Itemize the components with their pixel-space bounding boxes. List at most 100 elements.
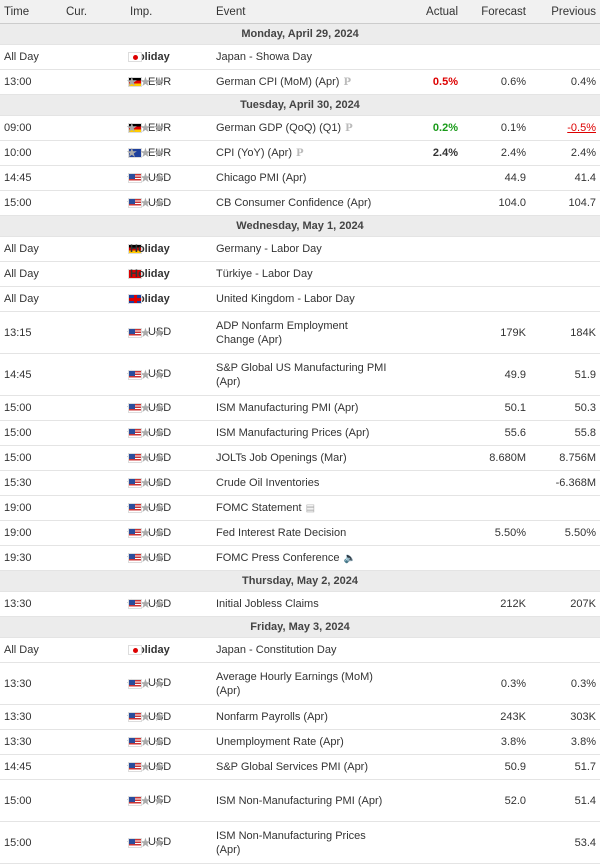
table-row[interactable]: All Day Holiday Türkiye - Labor Day	[0, 261, 600, 287]
day-header-row: Thursday, May 2, 2024	[0, 570, 600, 592]
table-row[interactable]: 19:30 USD ★★★ FOMC Press Conference 🔈	[0, 545, 600, 571]
table-row[interactable]: 15:30 USD ★★★ Crude Oil Inventories -6.3…	[0, 470, 600, 496]
event-cell[interactable]: Unemployment Rate (Apr)	[212, 729, 392, 755]
event-cell[interactable]: Japan - Constitution Day	[212, 637, 392, 663]
event-cell[interactable]: FOMC Press Conference 🔈	[212, 545, 392, 571]
time-cell: 15:30	[0, 470, 62, 496]
event-cell[interactable]: Average Hourly Earnings (MoM) (Apr)	[212, 662, 392, 705]
table-row[interactable]: All Day Holiday Germany - Labor Day	[0, 236, 600, 262]
day-label: Tuesday, April 30, 2024	[0, 94, 600, 116]
actual-cell: 0.5%	[392, 69, 462, 95]
event-cell[interactable]: JOLTs Job Openings (Mar)	[212, 445, 392, 471]
actual-cell	[392, 353, 462, 396]
col-event[interactable]: Event	[212, 0, 392, 24]
time-cell: 19:00	[0, 495, 62, 521]
importance-stars: ★★★	[126, 69, 212, 95]
currency-cell: USD	[62, 520, 171, 546]
event-cell[interactable]: Germany - Labor Day	[212, 236, 392, 262]
us-flag-icon	[128, 369, 142, 380]
us-flag-icon	[128, 478, 142, 489]
currency-cell: USD	[62, 662, 171, 705]
table-row[interactable]: 10:00 EUR ★★★ CPI (YoY) (Apr) P 2.4% 2.4%…	[0, 140, 600, 166]
previous-cell	[530, 495, 600, 521]
table-row[interactable]: 13:30 USD ★★★ Average Hourly Earnings (M…	[0, 662, 600, 705]
event-cell[interactable]: S&P Global Services PMI (Apr)	[212, 754, 392, 780]
col-actual[interactable]: Actual	[392, 0, 462, 24]
table-row[interactable]: All Day Holiday Japan - Constitution Day	[0, 637, 600, 663]
table-row[interactable]: 15:00 USD ★★★ ISM Non-Manufacturing Pric…	[0, 821, 600, 864]
table-row[interactable]: 19:00 USD ★★★ FOMC Statement ▤	[0, 495, 600, 521]
table-row[interactable]: 15:00 USD ★★★ ISM Non-Manufacturing PMI …	[0, 779, 600, 822]
forecast-cell	[462, 637, 530, 663]
event-cell[interactable]: ADP Nonfarm Employment Change (Apr)	[212, 311, 392, 354]
event-cell[interactable]: ISM Non-Manufacturing PMI (Apr)	[212, 779, 392, 822]
table-row[interactable]: All Day Holiday United Kingdom - Labor D…	[0, 286, 600, 312]
forecast-cell: 3.8%	[462, 729, 530, 755]
table-row[interactable]: 13:30 USD ★★★ Unemployment Rate (Apr) 3.…	[0, 729, 600, 755]
table-row[interactable]: All Day Holiday Japan - Showa Day	[0, 44, 600, 70]
event-cell[interactable]: ISM Non-Manufacturing Prices (Apr)	[212, 821, 392, 864]
forecast-cell: 0.3%	[462, 662, 530, 705]
event-cell[interactable]: Initial Jobless Claims	[212, 591, 392, 617]
time-cell: All Day	[0, 261, 62, 287]
previous-cell: 55.8	[530, 420, 600, 446]
table-row[interactable]: 15:00 USD ★★★ CB Consumer Confidence (Ap…	[0, 190, 600, 216]
event-cell[interactable]: German GDP (QoQ) (Q1) P	[212, 115, 392, 141]
table-row[interactable]: 13:15 USD ★★★ ADP Nonfarm Employment Cha…	[0, 311, 600, 354]
us-flag-icon	[128, 837, 142, 848]
event-cell[interactable]: Nonfarm Payrolls (Apr)	[212, 704, 392, 730]
table-row[interactable]: 15:00 USD ★★★ JOLTs Job Openings (Mar) 8…	[0, 445, 600, 471]
event-cell[interactable]: S&P Global US Manufacturing PMI (Apr)	[212, 353, 392, 396]
event-cell[interactable]: Fed Interest Rate Decision	[212, 520, 392, 546]
previous-cell: 104.7	[530, 190, 600, 216]
table-row[interactable]: 09:00 EUR ★★★ German GDP (QoQ) (Q1) P 0.2…	[0, 115, 600, 141]
table-row[interactable]: 14:45 USD ★★★ Chicago PMI (Apr) 44.9 41.…	[0, 165, 600, 191]
event-cell[interactable]: CB Consumer Confidence (Apr)	[212, 190, 392, 216]
forecast-cell: 55.6	[462, 420, 530, 446]
preliminary-icon: P	[296, 147, 304, 159]
table-row[interactable]: 15:00 USD ★★★ ISM Manufacturing PMI (Apr…	[0, 395, 600, 421]
table-row[interactable]: 15:00 USD ★★★ ISM Manufacturing Prices (…	[0, 420, 600, 446]
document-icon[interactable]: ▤	[305, 502, 316, 514]
currency-cell: USD	[62, 495, 171, 521]
previous-cell: 50.3	[530, 395, 600, 421]
col-currency[interactable]: Cur.	[62, 0, 126, 24]
event-cell[interactable]: Türkiye - Labor Day	[212, 261, 392, 287]
col-time[interactable]: Time	[0, 0, 62, 24]
time-cell: 14:45	[0, 165, 62, 191]
previous-cell: 53.4	[530, 821, 600, 864]
previous-cell: 303K	[530, 704, 600, 730]
previous-cell	[530, 637, 600, 663]
event-cell[interactable]: German CPI (MoM) (Apr) P	[212, 69, 392, 95]
speaker-icon[interactable]: 🔈	[343, 552, 356, 564]
importance-stars: ★★★	[126, 140, 212, 166]
event-cell[interactable]: ISM Manufacturing PMI (Apr)	[212, 395, 392, 421]
time-cell: All Day	[0, 286, 62, 312]
event-cell[interactable]: Japan - Showa Day	[212, 44, 392, 70]
time-cell: 15:00	[0, 395, 62, 421]
event-cell[interactable]: United Kingdom - Labor Day	[212, 286, 392, 312]
table-header-row: Time Cur. Imp. Event Actual Forecast Pre…	[0, 0, 600, 24]
actual-cell: 2.4%	[392, 140, 462, 166]
table-row[interactable]: 14:45 USD ★★★ S&P Global US Manufacturin…	[0, 353, 600, 396]
actual-cell	[392, 44, 462, 70]
actual-cell	[392, 704, 462, 730]
table-row[interactable]: 13:00 EUR ★★★ German CPI (MoM) (Apr) P 0.…	[0, 69, 600, 95]
event-cell[interactable]: CPI (YoY) (Apr) P	[212, 140, 392, 166]
table-row[interactable]: 19:00 USD ★★★ Fed Interest Rate Decision…	[0, 520, 600, 546]
col-importance[interactable]: Imp.	[126, 0, 212, 24]
table-row[interactable]: 14:45 USD ★★★ S&P Global Services PMI (A…	[0, 754, 600, 780]
time-cell: 14:45	[0, 353, 62, 396]
event-cell[interactable]: ISM Manufacturing Prices (Apr)	[212, 420, 392, 446]
forecast-cell	[462, 470, 530, 496]
actual-cell	[392, 729, 462, 755]
col-previous[interactable]: Previous	[530, 0, 600, 24]
event-cell[interactable]: Crude Oil Inventories	[212, 470, 392, 496]
table-row[interactable]: 13:30 USD ★★★ Nonfarm Payrolls (Apr) 243…	[0, 704, 600, 730]
table-row[interactable]: 13:30 USD ★★★ Initial Jobless Claims 212…	[0, 591, 600, 617]
event-cell[interactable]: Chicago PMI (Apr)	[212, 165, 392, 191]
time-cell: 13:15	[0, 311, 62, 354]
event-cell[interactable]: FOMC Statement ▤	[212, 495, 392, 521]
previous-cell	[530, 545, 600, 571]
col-forecast[interactable]: Forecast	[462, 0, 530, 24]
